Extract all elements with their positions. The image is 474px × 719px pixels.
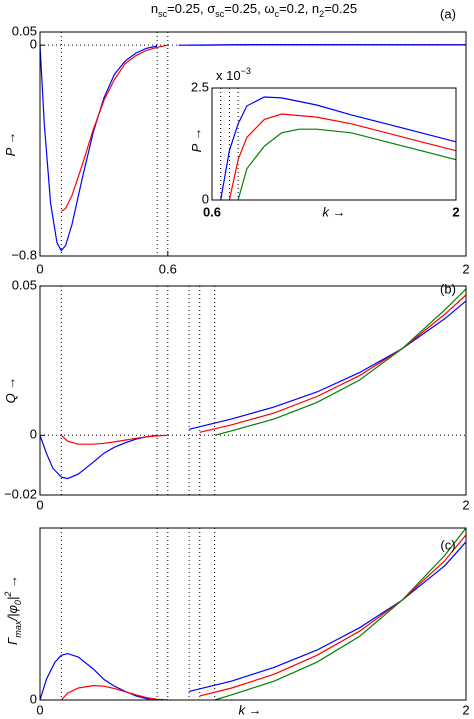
axes-frame	[39, 527, 467, 701]
curve	[60, 434, 168, 445]
y-tick-label: 0.05	[12, 23, 37, 38]
text-part: P →	[3, 132, 18, 157]
text-part: Γ	[5, 637, 20, 645]
curve	[220, 96, 457, 201]
y-tick-label: 0	[30, 37, 37, 52]
y-axis-label: Γmax/|φ0|2 →	[3, 575, 23, 645]
plot-area	[40, 286, 466, 495]
curve	[237, 128, 457, 201]
text-part: =0.25, σ	[167, 1, 215, 16]
x-tick-label: 0	[36, 702, 43, 717]
text-part: =0.25	[324, 1, 357, 16]
subscript: c	[275, 9, 280, 19]
panel-label: (a)	[440, 6, 456, 21]
axes-frame	[211, 87, 457, 201]
superscript: −3	[241, 66, 251, 76]
y-axis-label: P →	[3, 132, 18, 157]
curve	[60, 684, 168, 701]
x-tick-label: 0.6	[159, 261, 177, 276]
x-tick-label: 2	[462, 702, 469, 717]
text-part: =0.2, n	[279, 1, 319, 16]
axis-multiplier: x 10−3	[216, 66, 251, 83]
x-tick-label: 2	[452, 204, 459, 219]
curve	[199, 294, 467, 433]
curve	[228, 113, 457, 201]
x-tick-label: 0	[36, 261, 43, 276]
subscript: sc	[215, 9, 225, 19]
y-tick-label: 0	[30, 691, 37, 706]
subscript: 2	[319, 9, 324, 19]
x-tick-label: 0	[36, 497, 43, 512]
x-tick-label: 2	[462, 497, 469, 512]
text-part: |	[5, 597, 20, 600]
curve	[188, 300, 467, 430]
y-tick-label: −0.02	[4, 486, 37, 501]
subscript: sc	[158, 9, 168, 19]
subscript: 0	[13, 600, 23, 605]
text-part: →	[5, 575, 20, 592]
axes-frame	[39, 31, 467, 257]
x-axis-label: k →	[238, 702, 261, 717]
curve	[188, 541, 467, 692]
curve	[60, 44, 168, 212]
curve	[39, 652, 158, 701]
curve	[39, 434, 158, 480]
y-axis-label: P →	[189, 128, 204, 153]
superscript: 2	[3, 592, 13, 598]
panel-label: (c)	[440, 537, 455, 552]
plot-area	[40, 528, 466, 700]
x-axis-label: k →	[322, 204, 345, 219]
curve	[214, 527, 467, 701]
y-tick-label: 0.05	[12, 277, 37, 292]
curve	[178, 43, 467, 46]
text-part: n	[151, 1, 158, 16]
curve	[199, 534, 467, 697]
x-tick-label: 2	[462, 261, 469, 276]
y-tick-label: 2.5	[191, 79, 209, 94]
text-part: x 10	[216, 68, 241, 83]
y-axis-label: Q →	[3, 377, 18, 404]
panel-label: (b)	[440, 281, 456, 296]
y-tick-label: −0.8	[11, 247, 37, 262]
text-part: =0.25, ω	[224, 1, 274, 16]
curve	[214, 288, 467, 436]
text-part: Q →	[3, 377, 18, 404]
curve	[39, 45, 158, 252]
subscript: max	[13, 620, 23, 638]
text-part: /|φ	[5, 605, 20, 622]
y-tick-label: 0	[202, 191, 209, 206]
plot-area	[212, 88, 456, 200]
x-tick-label: 0.6	[203, 204, 221, 219]
chart-title: nsc=0.25, σsc=0.25, ωc=0.2, n2=0.25	[151, 1, 357, 19]
text-part: P →	[189, 128, 204, 153]
y-tick-label: 0	[30, 427, 37, 442]
axes-frame	[39, 285, 467, 496]
